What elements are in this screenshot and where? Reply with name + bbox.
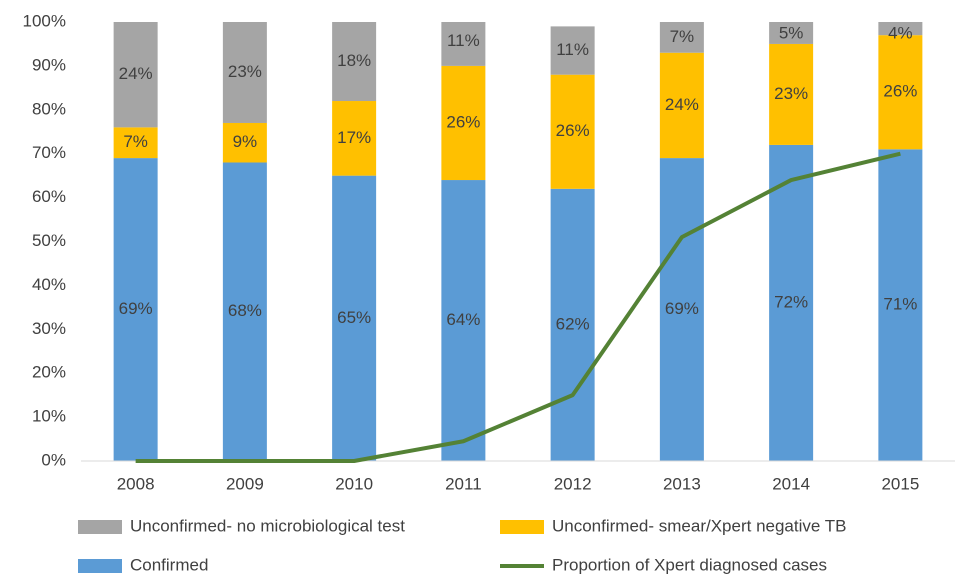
data-label: 65% <box>337 308 371 327</box>
y-tick-label: 80% <box>32 99 66 118</box>
bar-segment <box>332 22 377 102</box>
data-label: 24% <box>665 95 699 114</box>
plot-area <box>113 22 923 462</box>
y-tick-label: 10% <box>32 407 66 426</box>
bar-segment <box>659 158 704 461</box>
y-tick-label: 0% <box>41 450 66 469</box>
bar-segment <box>113 127 158 159</box>
x-tick-label: 2009 <box>226 474 264 493</box>
bar-segment <box>769 22 814 44</box>
x-tick-label: 2011 <box>445 474 482 493</box>
bar-segment <box>659 22 704 53</box>
data-label: 24% <box>119 64 153 83</box>
bar-segment <box>878 22 923 36</box>
x-tick-label: 2015 <box>881 474 919 493</box>
data-label: 11% <box>556 40 589 59</box>
data-label: 17% <box>337 128 371 147</box>
data-label: 26% <box>883 82 917 101</box>
data-label: 71% <box>883 295 917 314</box>
bar-segment <box>113 22 158 128</box>
bar-segment <box>441 22 486 66</box>
bar-segment <box>222 122 267 163</box>
y-tick-label: 20% <box>32 363 66 382</box>
bar-segment <box>769 144 814 462</box>
y-tick-label: 100% <box>23 11 66 30</box>
data-label: 26% <box>446 112 480 131</box>
data-label: 5% <box>779 23 804 42</box>
bar-segment <box>550 74 595 189</box>
y-tick-label: 40% <box>32 275 66 294</box>
y-tick-label: 50% <box>32 231 66 250</box>
x-tick-label: 2008 <box>117 474 155 493</box>
legend-label: Unconfirmed- no microbiological test <box>130 516 405 535</box>
data-label: 18% <box>337 51 371 70</box>
bar-segment <box>222 162 267 462</box>
data-label: 23% <box>774 84 808 103</box>
legend-swatch <box>78 559 122 573</box>
data-label: 68% <box>228 301 262 320</box>
data-label: 23% <box>228 62 262 81</box>
data-label: 62% <box>556 314 590 333</box>
legend-swatch <box>78 520 122 534</box>
data-label: 9% <box>233 132 258 151</box>
data-label: 11% <box>447 31 480 50</box>
bar-segment <box>441 180 486 462</box>
bar-segment <box>878 35 923 150</box>
bar-segment <box>659 52 704 159</box>
data-label: 69% <box>665 299 699 318</box>
y-tick-label: 90% <box>32 55 66 74</box>
x-tick-label: 2012 <box>554 474 592 493</box>
bar-segment <box>441 65 486 181</box>
data-label: 69% <box>119 299 153 318</box>
bar-segment <box>332 101 377 176</box>
x-tick-label: 2013 <box>663 474 701 493</box>
legend-label: Proportion of Xpert diagnosed cases <box>552 555 827 574</box>
bar-segment <box>332 175 377 461</box>
bar-segment <box>550 188 595 461</box>
data-label: 72% <box>774 292 808 311</box>
data-label: 4% <box>888 23 913 42</box>
legend-label: Unconfirmed- smear/Xpert negative TB <box>552 516 846 535</box>
bar-segment <box>222 22 267 123</box>
legend-swatch <box>500 520 544 534</box>
bar-segment <box>550 26 595 75</box>
y-tick-label: 60% <box>32 187 66 206</box>
bar-segment <box>113 158 158 461</box>
data-label: 64% <box>446 310 480 329</box>
data-label: 7% <box>670 27 695 46</box>
line <box>135 151 901 463</box>
data-label: 26% <box>556 121 590 140</box>
legend-label: Confirmed <box>130 555 208 574</box>
y-tick-label: 30% <box>32 319 66 338</box>
x-tick-label: 2010 <box>335 474 373 493</box>
y-tick-label: 70% <box>32 143 66 162</box>
x-tick-label: 2014 <box>772 474 810 493</box>
data-label: 7% <box>123 132 148 151</box>
bar-segment <box>769 43 814 145</box>
bar-segment <box>878 149 923 461</box>
